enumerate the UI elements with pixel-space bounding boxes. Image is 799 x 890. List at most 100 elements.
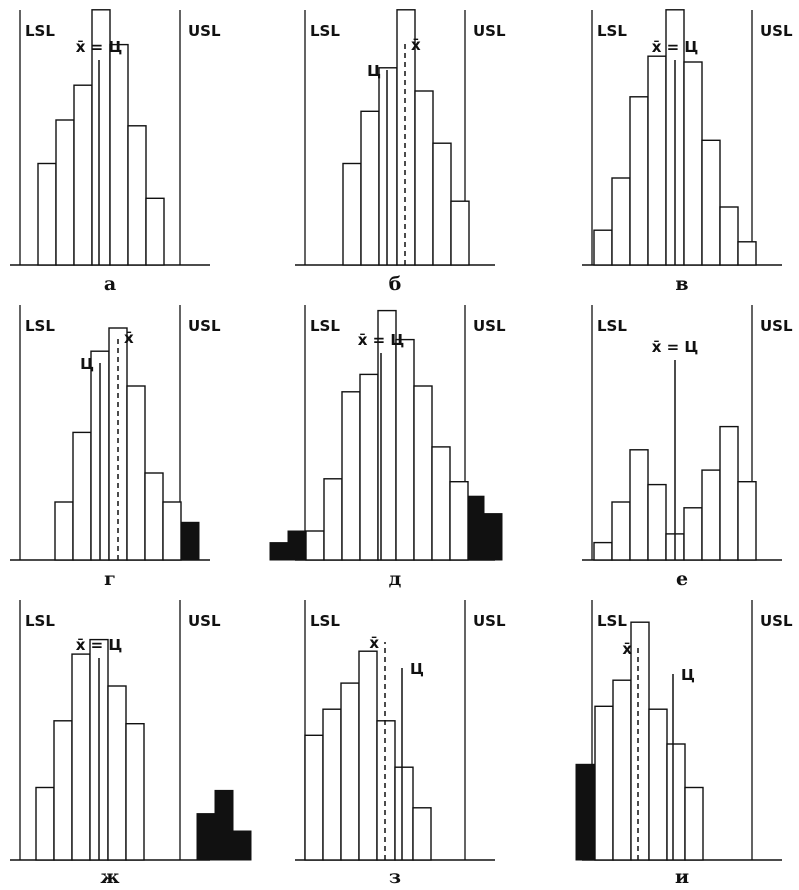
usl-label: USL [760, 317, 793, 335]
defect-bar [483, 513, 503, 561]
defect-bar [269, 542, 289, 561]
panel-caption: в [675, 273, 688, 295]
histogram-bar [376, 720, 396, 861]
histogram-bar [109, 43, 129, 266]
histogram-bar [73, 84, 93, 266]
defect-bar [575, 763, 595, 861]
histogram-bar [72, 431, 92, 561]
histogram-bar [648, 708, 668, 861]
histogram-panel-z: LSL USL Цx̄ з [295, 600, 506, 888]
histogram-panel-d: LSL USL x̄ = Ц д [269, 305, 506, 590]
histogram-bar [340, 682, 360, 861]
histogram-bar [53, 720, 73, 861]
panel-caption: е [676, 568, 688, 590]
histogram-bar [360, 110, 380, 266]
histogram-panel-e: LSL USL x̄ = Ц е [582, 305, 793, 590]
usl-label: USL [760, 612, 793, 630]
histogram-bar [304, 734, 324, 861]
defect-bar [214, 789, 234, 861]
mean-center-label: x̄ = Ц [76, 38, 123, 56]
histogram-panel-g: LSL USL Цx̄ г [10, 305, 221, 590]
histogram-bar [394, 766, 414, 861]
histogram-bar [629, 449, 649, 561]
center-label: Ц [80, 355, 94, 373]
lsl-label: LSL [25, 22, 55, 40]
histogram-bar [413, 385, 433, 561]
histogram-bar [432, 142, 452, 266]
mean-label: x̄ [411, 36, 421, 54]
histogram-bar [684, 786, 704, 861]
histogram-bar [71, 653, 91, 861]
lsl-label: LSL [597, 612, 627, 630]
mean-center-label: x̄ = Ц [652, 38, 699, 56]
histogram-bar [593, 229, 613, 266]
histogram-bar [126, 385, 146, 561]
histogram-bar [305, 530, 325, 561]
histogram-bar [719, 425, 739, 561]
histogram-panel-i: LSL USL Цx̄ и [575, 600, 793, 888]
mean-label: x̄ [369, 634, 379, 652]
lsl-label: LSL [310, 612, 340, 630]
usl-label: USL [473, 612, 506, 630]
histogram-bar [701, 469, 721, 561]
defect-bar [287, 530, 307, 561]
histogram-panel-v: LSL USL x̄ = Ц в [582, 9, 793, 295]
histogram-bar [125, 723, 145, 861]
lsl-label: LSL [597, 22, 627, 40]
histogram-bar [342, 162, 362, 266]
histogram-bar [341, 391, 361, 561]
histogram-bar [378, 67, 398, 266]
histogram-panel-zh: LSL USL x̄ = Ц ж [10, 600, 252, 888]
histogram-bar [683, 61, 703, 266]
histogram-bar [594, 705, 614, 861]
mean-label: x̄ [124, 329, 134, 347]
histogram-bar [683, 507, 703, 561]
histogram-bar [414, 90, 434, 266]
histogram-bar [144, 472, 164, 561]
histogram-bar [322, 708, 342, 861]
panel-caption: д [389, 568, 402, 590]
histogram-panel-b: LSL USL Цx̄ б [295, 9, 506, 295]
histogram-bar [359, 373, 379, 561]
mean-center-label: x̄ = Ц [76, 636, 123, 654]
panel-caption: г [104, 568, 116, 590]
histogram-bar [54, 501, 74, 561]
histogram-bar [35, 786, 55, 861]
histogram-bar [358, 650, 378, 861]
panel-caption: ж [100, 866, 119, 888]
lsl-label: LSL [310, 22, 340, 40]
histogram-bar [737, 481, 757, 561]
histogram-bar [323, 478, 343, 561]
histogram-bar [127, 125, 147, 266]
lsl-label: LSL [310, 317, 340, 335]
histogram-bar [395, 338, 415, 561]
histogram-bar [666, 743, 686, 861]
defect-bar [180, 521, 200, 561]
histogram-bar [630, 621, 650, 861]
defect-bar [465, 495, 485, 561]
histogram-bar [647, 483, 667, 561]
histogram-bar [593, 541, 613, 561]
lsl-label: LSL [597, 317, 627, 335]
histogram-bar [107, 685, 127, 861]
mean-label: x̄ [622, 640, 632, 658]
defect-bar [232, 830, 252, 861]
histogram-bar [449, 481, 469, 561]
mean-center-label: x̄ = Ц [358, 331, 405, 349]
histogram-bar [629, 96, 649, 266]
usl-label: USL [188, 22, 221, 40]
histogram-bar [108, 327, 128, 561]
histogram-bar [719, 206, 739, 266]
histogram-bar [612, 679, 632, 861]
histogram-bar [162, 501, 182, 561]
usl-label: USL [760, 22, 793, 40]
histogram-panel-a: LSL USL x̄ = Ц а [10, 9, 221, 295]
histogram-bar [611, 501, 631, 561]
histogram-bar [37, 162, 57, 266]
lsl-label: LSL [25, 317, 55, 335]
panel-caption: а [104, 273, 116, 295]
histogram-bar [737, 241, 757, 266]
panel-caption: б [389, 273, 402, 295]
histogram-bar [55, 119, 75, 266]
